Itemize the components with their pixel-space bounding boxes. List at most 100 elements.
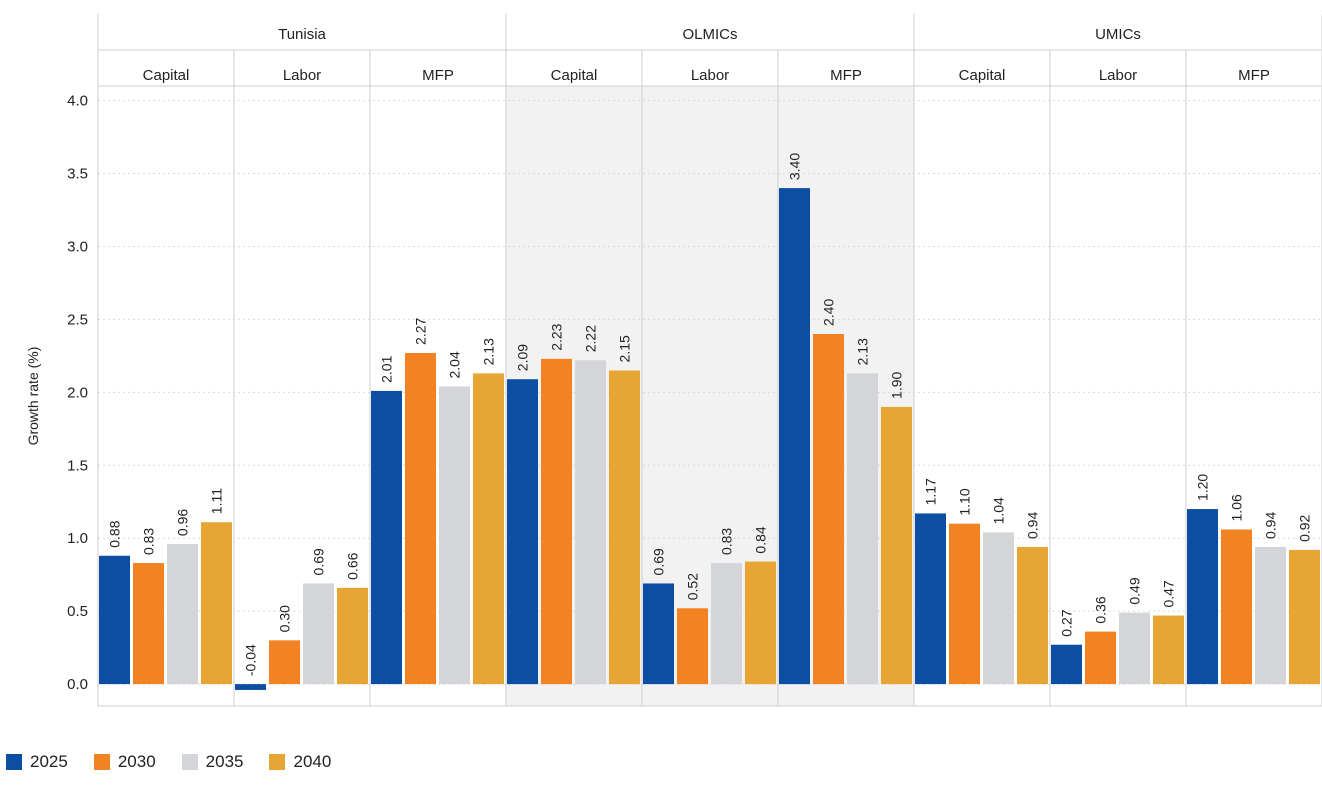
bar-value-label: 2.13 xyxy=(481,338,497,365)
bar-tunisia-labor-2025 xyxy=(235,684,266,690)
y-tick-label: 1.5 xyxy=(67,457,88,474)
bar-value-label: 0.69 xyxy=(651,548,667,575)
bar-olmics-labor-2040 xyxy=(745,561,776,685)
bar-umics-capital-2040 xyxy=(1017,546,1048,685)
category-label: MFP xyxy=(830,67,862,84)
bar-tunisia-labor-2035 xyxy=(303,583,334,685)
y-tick-label: 0.5 xyxy=(67,603,88,620)
bar-value-label: 0.92 xyxy=(1297,514,1313,541)
legend-label-2025: 2025 xyxy=(30,752,68,771)
bar-value-label: 2.15 xyxy=(617,335,633,362)
y-tick-label: 3.5 xyxy=(67,166,88,183)
bar-olmics-capital-2040 xyxy=(609,370,640,685)
bar-value-label: 1.90 xyxy=(889,371,905,398)
bar-tunisia-mfp-2025 xyxy=(371,390,402,685)
bar-olmics-mfp-2025 xyxy=(779,188,810,685)
bar-value-label: 0.83 xyxy=(141,528,157,555)
category-label: Labor xyxy=(1099,67,1137,84)
shaded-group-background xyxy=(506,86,914,706)
bar-umics-labor-2035 xyxy=(1119,612,1150,685)
bar-value-label: 2.09 xyxy=(515,344,531,371)
bar-olmics-labor-2035 xyxy=(711,563,742,685)
bar-tunisia-capital-2030 xyxy=(133,563,164,685)
category-label: Capital xyxy=(143,67,190,84)
legend-item-2030: 2030 xyxy=(93,752,156,772)
bar-olmics-mfp-2040 xyxy=(881,406,912,685)
bar-olmics-labor-2025 xyxy=(643,583,674,685)
bar-value-label: 0.94 xyxy=(1263,512,1279,539)
legend-item-2035: 2035 xyxy=(181,752,243,772)
bar-umics-capital-2035 xyxy=(983,532,1014,685)
bar-value-label: 0.47 xyxy=(1161,580,1177,607)
y-tick-label: 2.5 xyxy=(67,311,88,328)
bar-value-label: 0.94 xyxy=(1025,512,1041,539)
category-label: MFP xyxy=(1238,67,1270,84)
bar-value-label: 2.27 xyxy=(413,318,429,345)
bar-value-label: 0.49 xyxy=(1127,577,1143,604)
bar-umics-capital-2025 xyxy=(915,513,946,685)
bar-olmics-capital-2025 xyxy=(507,379,538,685)
bar-value-label: 0.30 xyxy=(277,605,293,632)
bar-value-label: 0.52 xyxy=(685,573,701,600)
bar-value-label: 0.83 xyxy=(719,528,735,555)
bar-value-label: 0.66 xyxy=(345,552,361,579)
bar-value-label: 1.06 xyxy=(1229,494,1245,521)
bar-value-label: 2.23 xyxy=(549,323,565,350)
legend-label-2030: 2030 xyxy=(117,752,156,771)
legend-swatch-2025 xyxy=(6,754,22,770)
bar-value-label: 2.13 xyxy=(855,338,871,365)
legend-swatch-2035 xyxy=(181,754,198,770)
bar-olmics-capital-2030 xyxy=(541,358,572,685)
group-label: Tunisia xyxy=(278,26,326,43)
bar-value-label: 2.04 xyxy=(447,351,463,378)
category-label: Capital xyxy=(551,67,598,84)
y-axis-title: Growth rate (%) xyxy=(25,347,41,446)
bar-tunisia-mfp-2035 xyxy=(439,386,470,685)
bar-olmics-labor-2030 xyxy=(677,608,708,685)
y-tick-label: 2.0 xyxy=(67,384,88,401)
category-label: Labor xyxy=(283,67,321,84)
y-tick-label: 3.0 xyxy=(67,238,88,255)
group-label: UMICs xyxy=(1095,26,1141,43)
y-tick-label: 4.0 xyxy=(67,93,88,110)
category-label: Labor xyxy=(691,67,729,84)
bar-value-label: 2.40 xyxy=(821,299,837,326)
bar-tunisia-labor-2030 xyxy=(269,640,300,685)
bar-value-label: 1.17 xyxy=(923,478,939,505)
bar-value-label: 0.27 xyxy=(1059,609,1075,636)
bar-value-label: 0.36 xyxy=(1093,596,1109,623)
bar-tunisia-mfp-2030 xyxy=(405,352,436,685)
bar-value-label: 0.88 xyxy=(107,520,123,547)
bar-umics-capital-2030 xyxy=(949,523,980,685)
bar-value-label: 1.20 xyxy=(1195,474,1211,501)
y-tick-label: 0.0 xyxy=(67,676,88,693)
bar-value-label: 1.04 xyxy=(991,497,1007,524)
bar-value-label: 3.40 xyxy=(787,153,803,180)
bar-value-label: 1.10 xyxy=(957,488,973,515)
bar-olmics-mfp-2035 xyxy=(847,373,878,685)
bar-umics-mfp-2040 xyxy=(1289,549,1320,685)
bar-umics-labor-2025 xyxy=(1051,644,1082,685)
bar-umics-labor-2030 xyxy=(1085,631,1116,685)
bar-olmics-capital-2035 xyxy=(575,360,606,685)
bar-umics-mfp-2030 xyxy=(1221,529,1252,685)
group-label: OLMICs xyxy=(682,26,737,43)
legend-label-2040: 2040 xyxy=(293,752,332,771)
bar-tunisia-capital-2035 xyxy=(167,544,198,685)
bar-umics-mfp-2025 xyxy=(1187,509,1218,685)
bar-value-label: 2.01 xyxy=(379,355,395,382)
bar-tunisia-capital-2025 xyxy=(99,555,130,685)
category-label: MFP xyxy=(422,67,454,84)
bar-value-label: 0.84 xyxy=(753,526,769,553)
legend: 2025 2030 2035 2040 xyxy=(6,752,331,772)
bar-value-label: 0.96 xyxy=(175,509,191,536)
bar-tunisia-labor-2040 xyxy=(337,587,368,685)
bar-olmics-mfp-2030 xyxy=(813,334,844,685)
bar-tunisia-capital-2040 xyxy=(201,522,232,685)
bar-value-label: -0.04 xyxy=(243,644,259,676)
bar-value-label: 0.69 xyxy=(311,548,327,575)
category-label: Capital xyxy=(959,67,1006,84)
bar-umics-mfp-2035 xyxy=(1255,546,1286,685)
